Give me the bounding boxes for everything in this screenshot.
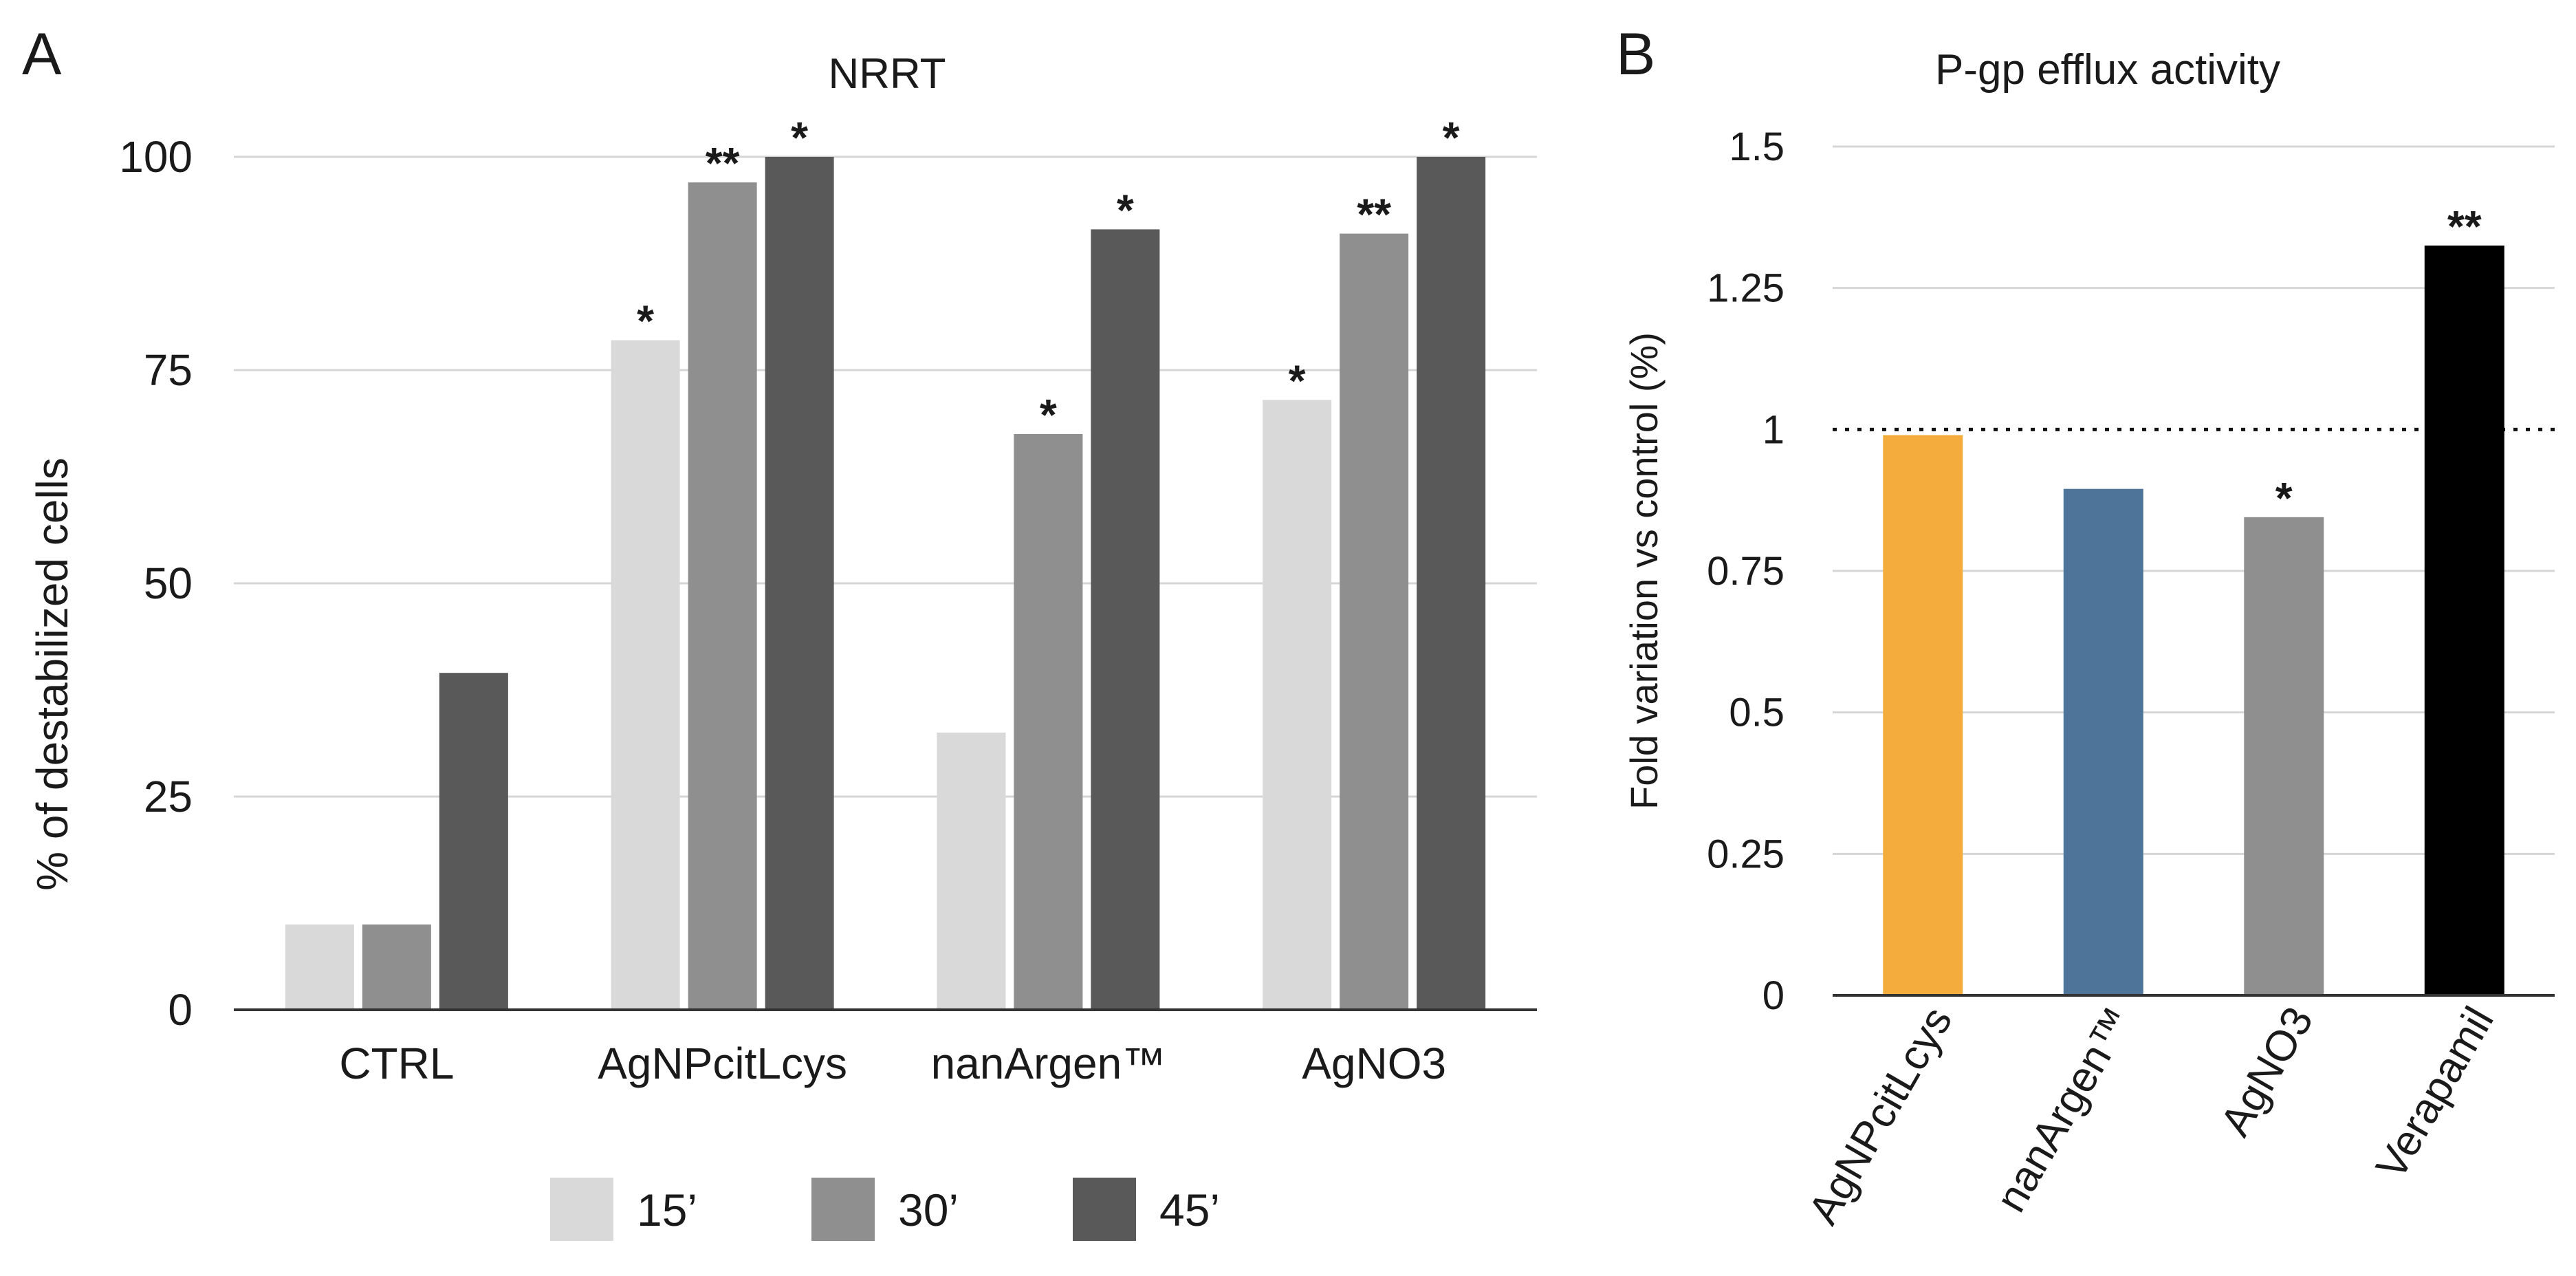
panel-a-significance: ********** — [637, 113, 1460, 440]
panel-a-bar — [611, 340, 680, 1010]
panel-a-bar — [937, 733, 1006, 1010]
panel-a-legend-label: 15’ — [637, 1185, 697, 1235]
panel-a-legend-swatch — [1073, 1178, 1136, 1241]
panel-a-legend: 15’ 30’ 45’ — [550, 1178, 1220, 1241]
panel-a-legend-label: 45’ — [1159, 1185, 1220, 1235]
panel-b-bars — [1883, 245, 2504, 995]
panel-a-title: NRRT — [828, 50, 946, 98]
panel-a-category-label: CTRL — [339, 1039, 454, 1088]
panel-a-significance-mark: * — [1040, 390, 1057, 440]
panel-b-significance-mark: * — [2275, 473, 2293, 523]
panel-b-category-label: AgNPcitLcys — [1800, 999, 1961, 1233]
panel-b-y-tick-label: 1 — [1762, 407, 1784, 452]
panel-b-y-tick-label: 0.75 — [1707, 549, 1784, 594]
panel-a-y-tick-label: 0 — [168, 985, 193, 1035]
panel-b-y-tick-label: 1.5 — [1729, 125, 1784, 169]
panel-b-bar — [2063, 488, 2143, 995]
panel-a-bar — [362, 924, 431, 1010]
panel-b: B P-gp efflux activity Fold variation vs… — [1616, 21, 2555, 1232]
panel-a-significance-mark: * — [1443, 113, 1460, 162]
panel-a-y-tick-label: 100 — [119, 132, 193, 182]
panel-b-category-label: AgNO3 — [2212, 999, 2322, 1145]
panel-b-y-tick-label: 0 — [1762, 973, 1784, 1018]
panel-a-significance-mark: ** — [1357, 190, 1391, 239]
panel-a-y-ticks: 0 25 50 75 100 — [119, 132, 193, 1035]
panel-b-significance-mark: ** — [2447, 202, 2482, 251]
panel-a-bar — [1340, 233, 1409, 1010]
panel-a-category-label: AgNPcitLcys — [598, 1039, 847, 1088]
panel-a-significance-mark: ** — [706, 138, 740, 188]
panel-a-significance-mark: * — [637, 296, 654, 346]
panel-a-bar — [1263, 400, 1332, 1010]
panel-b-significance: *** — [2275, 202, 2482, 523]
panel-a-y-axis-label: % of destabilized cells — [28, 457, 77, 891]
panel-b-title: P-gp efflux activity — [1935, 46, 2280, 94]
panel-b-y-axis-label: Fold variation vs control (%) — [1622, 332, 1666, 810]
panel-b-y-tick-label: 1.25 — [1707, 266, 1784, 311]
panel-b-bar — [1883, 435, 1963, 995]
panel-a-y-tick-label: 75 — [144, 345, 193, 395]
panel-b-category-label: nanArgen™ — [1987, 999, 2142, 1220]
panel-a-category-label: AgNO3 — [1302, 1039, 1446, 1088]
panel-a-bar — [765, 157, 834, 1010]
panel-b-y-tick-label: 0.5 — [1729, 691, 1784, 735]
panel-a-significance-mark: * — [1117, 185, 1134, 235]
panel-b-y-ticks: 0 0.25 0.5 0.75 1 1.25 1.5 — [1707, 125, 1784, 1018]
panel-a-bar — [439, 673, 508, 1010]
panel-b-y-tick-label: 0.25 — [1707, 832, 1784, 876]
panel-b-category-label: Verapamil — [2367, 999, 2503, 1187]
panel-a-categories: CTRL AgNPcitLcys nanArgen™ AgNO3 — [339, 1039, 1446, 1088]
panel-a-legend-swatch — [811, 1178, 875, 1241]
panel-b-bar — [2424, 245, 2504, 995]
panel-a-bar — [688, 182, 757, 1010]
panel-a-category-label: nanArgen™ — [931, 1039, 1166, 1088]
panel-a-significance-mark: * — [791, 113, 808, 162]
panel-a-y-tick-label: 25 — [144, 772, 193, 821]
panel-a-bar — [1417, 157, 1486, 1010]
panel-a-bar — [1014, 434, 1083, 1010]
panel-a-legend-label: 30’ — [898, 1185, 959, 1235]
panel-b-categories: AgNPcitLcys nanArgen™ AgNO3 Verapamil — [1800, 999, 2503, 1233]
panel-a-bar — [285, 924, 354, 1010]
panel-b-letter: B — [1616, 21, 1655, 87]
panel-a-bar — [1091, 229, 1160, 1010]
panel-a-y-tick-label: 50 — [144, 559, 193, 608]
panel-a-legend-swatch — [550, 1178, 613, 1241]
panel-a: A NRRT % of destabilized cells 0 25 50 75 10… — [22, 21, 1537, 1241]
panel-b-bar — [2244, 517, 2324, 995]
panel-a-bars — [285, 157, 1486, 1010]
panel-a-letter: A — [22, 21, 62, 87]
panel-a-significance-mark: * — [1289, 356, 1306, 405]
